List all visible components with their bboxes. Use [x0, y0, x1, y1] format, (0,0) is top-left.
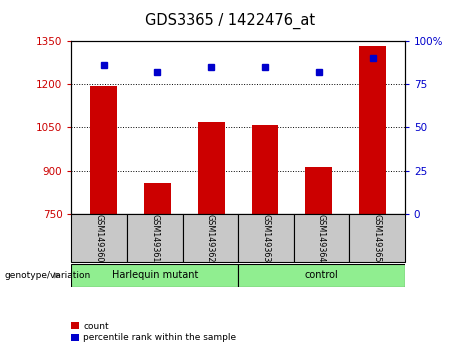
Text: GSM149362: GSM149362 [206, 214, 215, 262]
Bar [127, 214, 183, 262]
Bar [71, 264, 238, 287]
Bar [144, 183, 171, 214]
Text: GSM149364: GSM149364 [317, 214, 326, 262]
Text: GDS3365 / 1422476_at: GDS3365 / 1422476_at [145, 12, 316, 29]
Bar [198, 122, 225, 214]
Bar [349, 214, 405, 262]
Text: GSM149361: GSM149361 [150, 214, 160, 262]
Bar [294, 214, 349, 262]
Text: Harlequin mutant: Harlequin mutant [112, 270, 198, 280]
Text: control: control [305, 270, 338, 280]
Bar [71, 214, 127, 262]
Bar [238, 264, 405, 287]
Text: GSM149363: GSM149363 [261, 214, 271, 262]
Bar [305, 167, 332, 214]
Bar [238, 214, 294, 262]
Legend: count, percentile rank within the sample: count, percentile rank within the sample [71, 322, 236, 342]
Bar [90, 86, 117, 214]
Bar [359, 46, 386, 214]
Bar [252, 125, 278, 214]
Text: GSM149360: GSM149360 [95, 214, 104, 262]
Bar [183, 214, 238, 262]
Text: GSM149365: GSM149365 [372, 214, 382, 262]
Text: genotype/variation: genotype/variation [5, 271, 91, 280]
